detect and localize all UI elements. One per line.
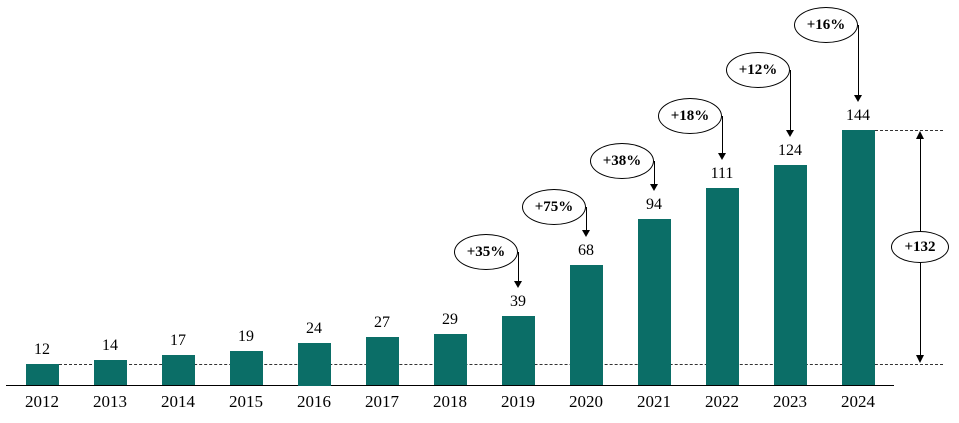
x-axis-tick-label: 2020 bbox=[569, 392, 603, 411]
bar-2014 bbox=[162, 355, 195, 385]
bar-2023 bbox=[774, 165, 807, 385]
x-axis-tick-label: 2023 bbox=[773, 392, 807, 411]
total-arrowhead-up-icon bbox=[916, 131, 924, 139]
growth-arrowhead-icon bbox=[650, 184, 658, 191]
bar-2013 bbox=[94, 360, 127, 385]
growth-arrowhead-icon bbox=[854, 95, 862, 102]
growth-arrow-line bbox=[654, 161, 655, 185]
bar-value-label: 29 bbox=[442, 311, 458, 328]
x-axis-tick-label: 2021 bbox=[637, 392, 671, 411]
bar-value-label: 111 bbox=[710, 165, 734, 182]
bar-value-label: 14 bbox=[102, 337, 118, 354]
bar-2012 bbox=[26, 364, 59, 385]
bar-2019 bbox=[502, 316, 535, 385]
total-arrowhead-down-icon bbox=[916, 355, 924, 363]
x-axis-tick-label: 2016 bbox=[297, 392, 331, 411]
bar-value-label: 124 bbox=[778, 142, 802, 159]
bar-value-label: 19 bbox=[238, 328, 254, 345]
bar-2024 bbox=[842, 130, 875, 385]
x-axis-tick-label: 2013 bbox=[93, 392, 127, 411]
bar-2021 bbox=[638, 219, 671, 385]
growth-oval-2024: +16% bbox=[794, 7, 858, 43]
bar-2016 bbox=[298, 343, 331, 386]
x-axis-tick-label: 2015 bbox=[229, 392, 263, 411]
bar-2017 bbox=[366, 337, 399, 385]
bar-value-label: 17 bbox=[170, 332, 186, 349]
growth-arrow-line bbox=[518, 252, 519, 282]
x-axis-tick-label: 2018 bbox=[433, 392, 467, 411]
bar-2020 bbox=[570, 265, 603, 385]
bar-2022 bbox=[706, 188, 739, 385]
x-axis-tick-label: 2014 bbox=[161, 392, 195, 411]
growth-oval-2021: +38% bbox=[590, 143, 654, 179]
bar-value-label: 39 bbox=[510, 293, 526, 310]
growth-arrowhead-icon bbox=[514, 281, 522, 288]
growth-arrow-line bbox=[586, 207, 587, 231]
x-axis-tick-label: 2012 bbox=[25, 392, 59, 411]
bar-value-label: 68 bbox=[578, 242, 594, 259]
growth-arrowhead-icon bbox=[582, 230, 590, 237]
growth-arrow-line bbox=[722, 116, 723, 154]
growth-arrow-line bbox=[858, 25, 859, 96]
growth-arrowhead-icon bbox=[786, 130, 794, 137]
x-axis-line bbox=[6, 385, 894, 386]
dashed-line-top bbox=[875, 130, 943, 131]
bar-2018 bbox=[434, 334, 467, 385]
bar-value-label: 24 bbox=[306, 320, 322, 337]
total-change-oval: +132 bbox=[891, 231, 949, 263]
bar-value-label: 12 bbox=[34, 341, 50, 358]
bar-value-label: 144 bbox=[846, 107, 870, 124]
x-axis-tick-label: 2022 bbox=[705, 392, 739, 411]
growth-arrowhead-icon bbox=[718, 153, 726, 160]
growth-oval-2020: +75% bbox=[522, 189, 586, 225]
bar-2015 bbox=[230, 351, 263, 385]
x-axis-tick-label: 2024 bbox=[841, 392, 875, 411]
growth-oval-2019: +35% bbox=[454, 234, 518, 270]
growth-arrow-line bbox=[790, 70, 791, 131]
growth-oval-2022: +18% bbox=[658, 98, 722, 134]
x-axis-tick-label: 2019 bbox=[501, 392, 535, 411]
dashed-line-baseline bbox=[59, 364, 943, 365]
growth-oval-2023: +12% bbox=[726, 52, 790, 88]
x-axis-tick-label: 2017 bbox=[365, 392, 399, 411]
bar-value-label: 94 bbox=[646, 196, 662, 213]
bar-value-label: 27 bbox=[374, 314, 390, 331]
